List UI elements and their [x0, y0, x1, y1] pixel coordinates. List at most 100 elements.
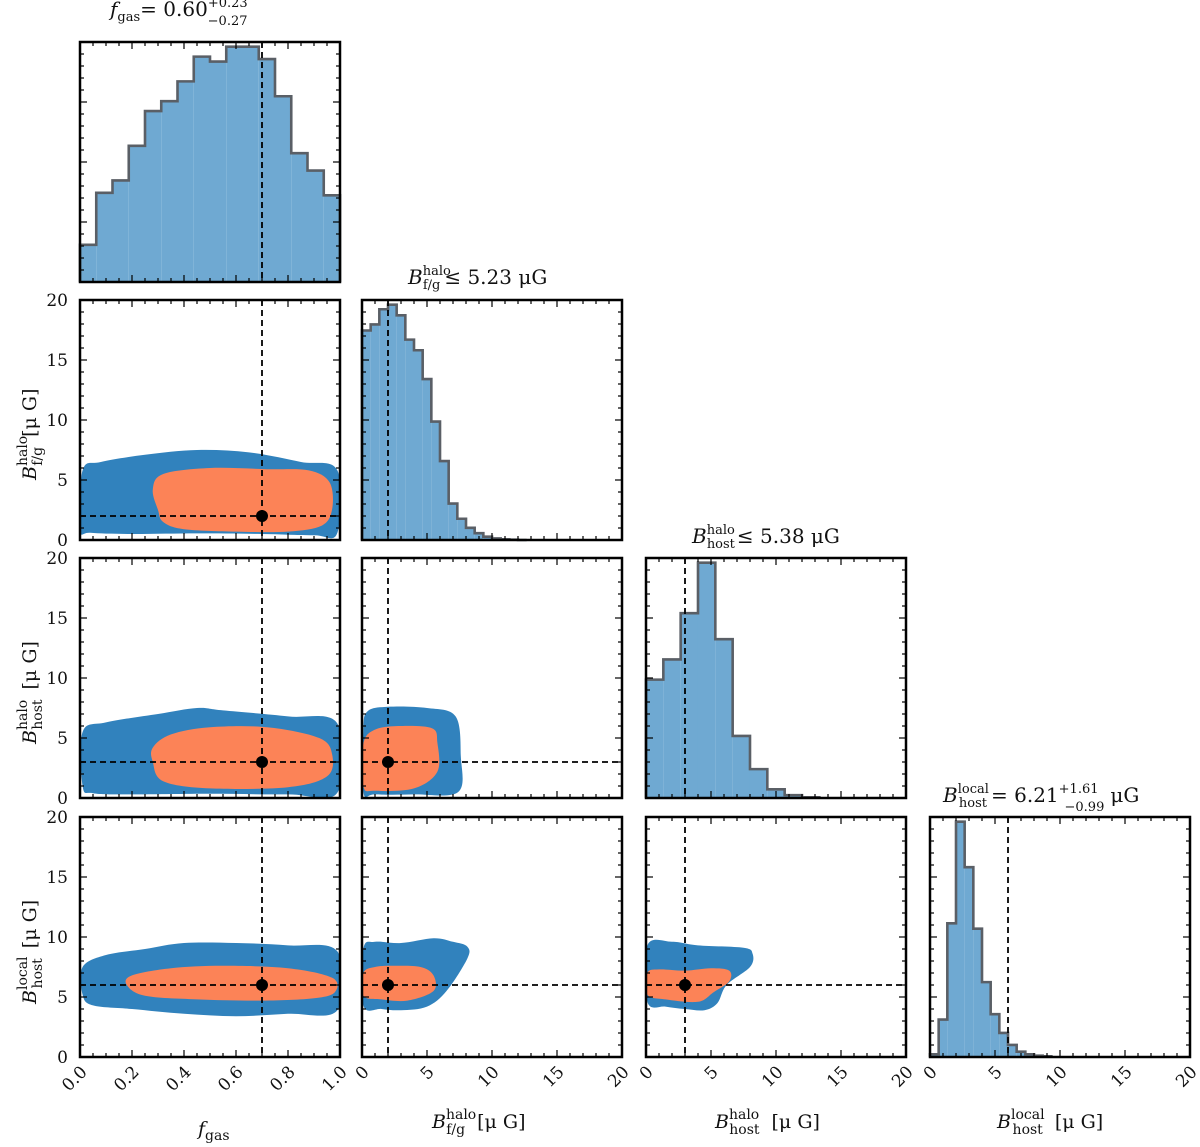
hist-bar — [177, 81, 194, 283]
panel-frame — [78, 815, 342, 1059]
hist-bar — [999, 1032, 1009, 1057]
hist-bar — [388, 304, 397, 540]
hist-bar — [193, 56, 210, 282]
x-tick-label: 20 — [1172, 1062, 1200, 1091]
hist-bar — [964, 867, 974, 1057]
hist-bar — [732, 735, 750, 798]
contour-inner — [150, 726, 334, 789]
y-tick-label: 5 — [57, 471, 68, 491]
panel-frame — [928, 815, 1192, 1059]
hist-bar — [80, 244, 97, 282]
ylabel-bhostlocal: Blocalhost[μ G] — [15, 900, 46, 1005]
x-tick-label: 5 — [985, 1062, 1007, 1084]
hist-bar — [307, 170, 324, 282]
x-tick-label: 10 — [1042, 1062, 1071, 1091]
x-tick-label: 20 — [604, 1062, 633, 1091]
panel-frame — [78, 40, 342, 284]
title-bhosthalo: Bhalo host ≤ 5.38 μG — [691, 523, 840, 552]
hist-bhostlocal-panel — [928, 815, 1192, 1059]
x-tick-label: 15 — [823, 1062, 852, 1091]
y-tick-label: 15 — [46, 868, 68, 888]
hist-bar — [112, 180, 129, 282]
title-bhostlocal: Blocal host = 6.21+1.61 −0.99μG — [942, 782, 1139, 815]
hist-bar — [161, 101, 178, 283]
y-tick-label: 10 — [46, 669, 68, 689]
hist-bar — [784, 795, 802, 798]
y-tick-label: 5 — [57, 729, 68, 749]
hist-bar — [982, 982, 991, 1057]
hist-bar — [947, 923, 957, 1057]
contour-bhostlocal-fgas-panel — [78, 815, 342, 1059]
contour-bhostlocal-bhosthalo-panel — [644, 815, 908, 1059]
panel-frame — [644, 556, 908, 800]
svg-text:Blocalhost[μ G]: Blocalhost[μ G] — [15, 900, 46, 1005]
x-tick-label: 0.4 — [162, 1062, 195, 1095]
x-tick-label: 15 — [539, 1062, 568, 1091]
xlabel-fgas: fgas — [196, 1118, 230, 1144]
ylabel-bfg: Bhalof/g[μ G] — [15, 388, 46, 481]
y-tick-label: 10 — [46, 928, 68, 948]
panel-frame — [78, 298, 342, 542]
hist-bar — [226, 46, 243, 282]
contour-inner — [362, 965, 436, 1002]
truth-marker — [256, 510, 268, 522]
truth-marker — [382, 979, 394, 991]
x-tick-label: 0 — [352, 1062, 374, 1084]
title-bfg: Bhalo f/g ≤ 5.23 μG — [407, 264, 547, 293]
hist-bar — [323, 195, 340, 282]
svg-text:Bhalof/g[μ G]: Bhalof/g[μ G] — [15, 388, 46, 481]
x-tick-label: 10 — [474, 1062, 503, 1091]
hist-outline — [78, 45, 342, 282]
hist-bar — [973, 928, 983, 1057]
panel-frame — [644, 815, 908, 1059]
hist-bar — [242, 46, 259, 282]
x-tick-label: 20 — [888, 1062, 917, 1091]
hist-bar — [291, 153, 308, 282]
title-fgas: fgas= 0.60+0.23 −0.27 — [108, 0, 248, 29]
contour-bhosthalo-bfg-panel — [360, 556, 624, 800]
hist-bar — [990, 1014, 1000, 1057]
contour-bhosthalo-fgas-panel — [78, 556, 342, 800]
y-tick-label: 5 — [57, 988, 68, 1008]
hist-bar — [362, 330, 371, 540]
x-tick-label: 5 — [417, 1062, 439, 1084]
panel-frame — [360, 556, 624, 800]
hist-bar — [414, 350, 423, 540]
x-tick-label: 0 — [636, 1062, 658, 1084]
hist-bar — [396, 315, 406, 540]
hist-bar — [680, 613, 698, 798]
hist-bar — [210, 61, 227, 283]
hist-bar — [431, 421, 441, 540]
hist-bar — [930, 1054, 939, 1057]
hist-outline — [644, 561, 821, 799]
panel-frame — [360, 815, 624, 1059]
y-tick-label: 20 — [46, 808, 68, 828]
y-tick-label: 10 — [46, 411, 68, 431]
hist-bar — [96, 192, 113, 282]
hist-bhosthalo-panel — [644, 556, 908, 800]
hist-bar — [646, 679, 664, 798]
x-tick-label: 0 — [920, 1062, 942, 1084]
hist-bar — [749, 769, 768, 798]
contour-inner — [125, 965, 338, 1001]
xlabel-bfg: Bhalo f/g [μ G] — [431, 1107, 526, 1138]
contour-bhostlocal-bfg-panel — [360, 815, 624, 1059]
hist-bar — [370, 324, 380, 540]
truth-marker — [256, 979, 268, 991]
y-tick-label: 15 — [46, 609, 68, 629]
panel-frame — [78, 556, 342, 800]
hist-bar — [1008, 1044, 1017, 1057]
hist-outline — [360, 303, 527, 542]
hist-bar — [379, 309, 389, 540]
hist-bar — [448, 503, 458, 540]
contour-inner — [362, 725, 440, 792]
x-tick-label: 15 — [1107, 1062, 1136, 1091]
hist-bar — [422, 379, 432, 540]
contour-inner — [152, 467, 333, 533]
hist-bar — [457, 518, 467, 540]
x-tick-label: 10 — [758, 1062, 787, 1091]
hist-bar — [275, 96, 292, 282]
hist-bar — [697, 562, 716, 798]
truth-marker — [382, 756, 394, 768]
x-tick-label: 0.2 — [110, 1062, 143, 1095]
